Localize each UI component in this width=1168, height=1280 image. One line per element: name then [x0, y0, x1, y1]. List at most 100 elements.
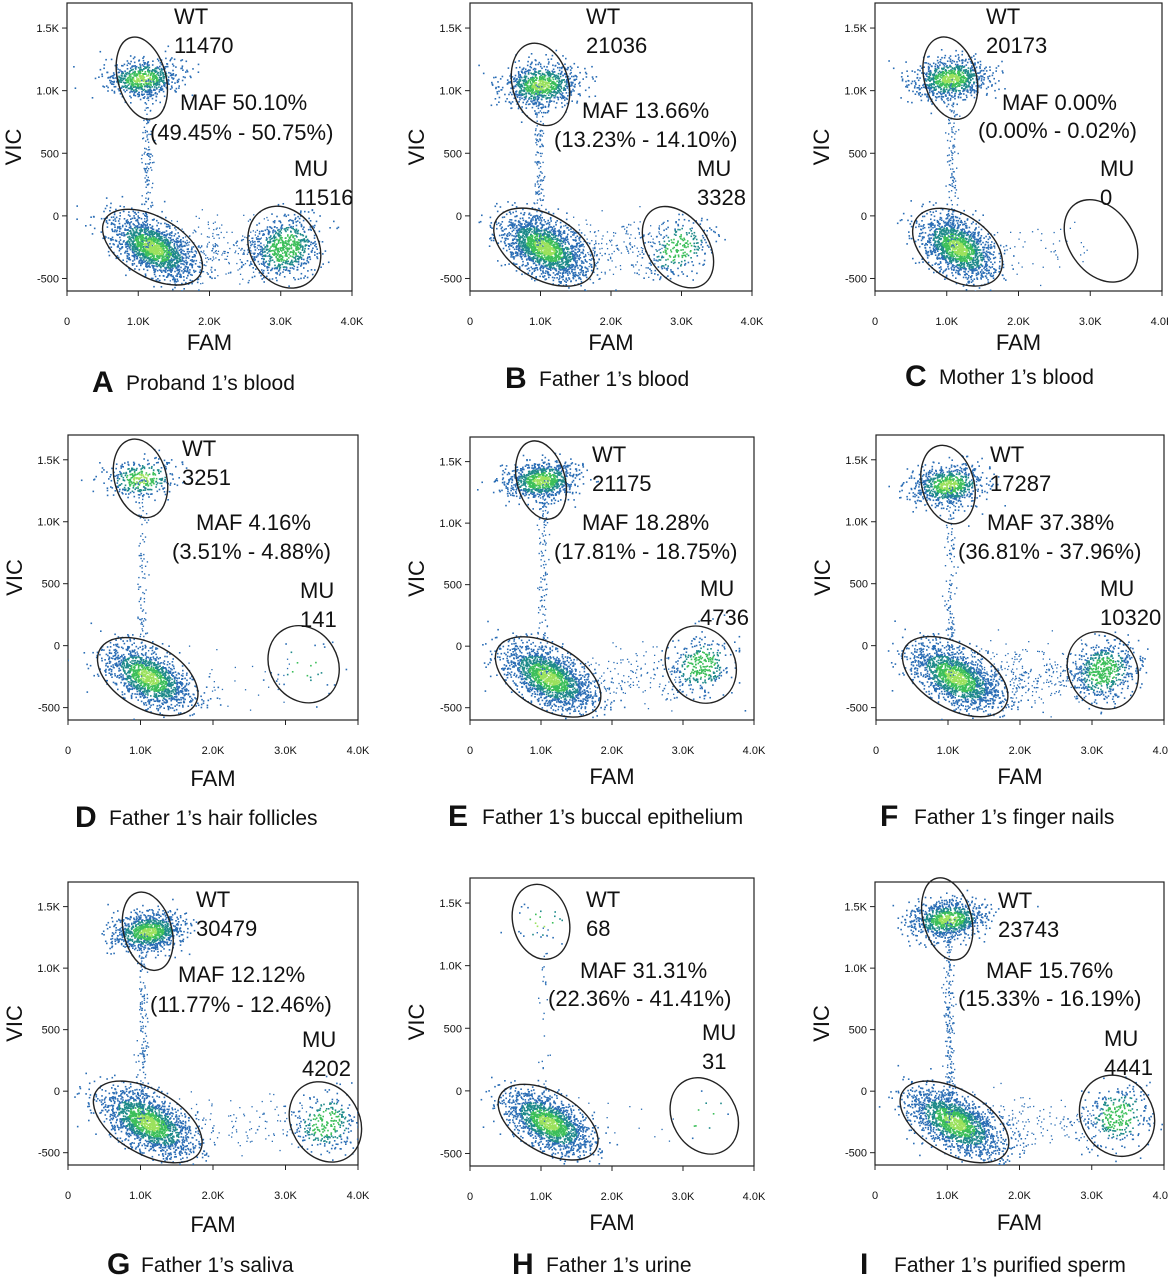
maf-value: MAF 12.12%: [178, 962, 305, 987]
mu-label: MU: [1100, 156, 1134, 181]
y-axis-label: VIC: [810, 559, 835, 596]
x-tick-label: 4.0K: [743, 1191, 766, 1203]
y-tick-label: 1.0K: [439, 518, 462, 530]
y-tick-label: 1.5K: [439, 457, 462, 469]
x-tick-label: 1.0K: [937, 745, 960, 757]
wt-count: 11470: [174, 33, 234, 58]
mu-count: 141: [300, 607, 337, 632]
x-tick-label: 4.0K: [347, 745, 370, 757]
panel-f: 0 1.0K 2.0K 3.0K 4.0K -500 0 500 1.0K 1.5K FAM VIC W…: [810, 434, 1168, 833]
x-tick-label: 3.0K: [1079, 316, 1102, 328]
panel-e: 0 1.0K 2.0K 3.0K 4.0K -500 0 500 1.0K 1.5K FAM VIC W…: [404, 436, 766, 833]
panel-caption: Father 1’s blood: [539, 368, 689, 391]
x-tick-label: 0: [872, 316, 878, 328]
panel-caption: Father 1’s hair follicles: [109, 807, 318, 830]
x-axis-label: FAM: [588, 330, 633, 355]
droplet-scatter: [878, 889, 1163, 1165]
y-tick-label: -500: [845, 273, 867, 285]
y-tick-label: -500: [440, 1148, 462, 1160]
mu-label: MU: [697, 156, 731, 181]
y-tick-label: 1.5K: [439, 23, 462, 35]
panel-letter: H: [512, 1248, 534, 1280]
mu-gate-ellipse: [641, 205, 715, 289]
y-tick-label: 0: [862, 641, 868, 653]
y-tick-label: 500: [850, 579, 868, 591]
y-tick-label: 0: [54, 1086, 60, 1098]
y-tick-label: 1.0K: [439, 86, 462, 98]
x-tick-label: 0: [65, 745, 71, 757]
mu-label: MU: [702, 1020, 736, 1045]
panel-d: 0 1.0K 2.0K 3.0K 4.0K -500 0 500 1.0K 1.5K FAM VIC W…: [2, 434, 370, 834]
y-tick-label: 500: [849, 148, 867, 160]
y-tick-label: 1.0K: [37, 963, 60, 975]
negative-gate-ellipse: [497, 1083, 599, 1161]
y-tick-label: 500: [444, 1023, 462, 1035]
panel-caption: Father 1’s urine: [546, 1254, 692, 1277]
x-tick-label: 4.0K: [1151, 316, 1168, 328]
mu-label: MU: [300, 578, 334, 603]
x-tick-label: 1.0K: [530, 745, 553, 757]
wt-gate-ellipse: [920, 444, 976, 525]
x-tick-label: 2.0K: [1009, 745, 1032, 757]
x-tick-label: 1.0K: [935, 316, 958, 328]
wt-label: WT: [592, 442, 626, 467]
wt-gate-ellipse: [115, 36, 169, 120]
droplet-scatter: [888, 49, 1088, 291]
negative-gate-ellipse: [911, 207, 1004, 287]
droplet-scatter: [68, 448, 348, 720]
mu-label: MU: [1104, 1026, 1138, 1051]
y-tick-label: 0: [861, 211, 867, 223]
maf-ci: (3.51% - 4.88%): [172, 539, 331, 564]
wt-count: 3251: [182, 465, 231, 490]
panel-letter: C: [905, 360, 927, 393]
y-tick-label: -500: [845, 1148, 867, 1160]
y-axis-label: VIC: [404, 560, 429, 597]
y-tick-label: 500: [42, 1025, 60, 1037]
wt-label: WT: [196, 887, 230, 912]
wt-gate-ellipse: [510, 42, 571, 127]
y-tick-label: -500: [440, 703, 462, 715]
y-tick-label: 0: [53, 211, 59, 223]
y-tick-label: 0: [456, 641, 462, 653]
x-tick-label: 4.0K: [341, 316, 364, 328]
wt-gate-ellipse: [920, 877, 974, 961]
mu-count: 4736: [700, 605, 749, 630]
wt-count: 17287: [990, 471, 1051, 496]
mu-gate-ellipse: [1078, 1074, 1156, 1158]
x-tick-label: 1.0K: [529, 316, 552, 328]
y-tick-label: 1.5K: [439, 898, 462, 910]
x-tick-label: 0: [64, 316, 70, 328]
y-tick-label: 1.5K: [844, 902, 867, 914]
mu-gate-ellipse: [664, 625, 738, 704]
negative-gate-ellipse: [494, 636, 602, 718]
x-tick-label: 0: [873, 745, 879, 757]
y-tick-label: 1.5K: [37, 902, 60, 914]
mu-gate-ellipse: [267, 624, 340, 704]
panel-caption: Father 1’s buccal epithelium: [482, 806, 743, 829]
y-tick-label: -500: [440, 273, 462, 285]
wt-count: 21036: [586, 33, 647, 58]
y-axis-label: VIC: [1, 129, 26, 166]
x-tick-label: 0: [467, 316, 473, 328]
maf-value: MAF 4.16%: [196, 510, 311, 535]
maf-ci: (15.33% - 16.19%): [958, 986, 1141, 1011]
x-tick-label: 2.0K: [202, 1190, 225, 1202]
plot-frame: [874, 881, 1165, 1166]
panel-i: 0 1.0K 2.0K 3.0K 4.0K -500 0 500 1.0K 1.5K FAM VIC W…: [809, 877, 1168, 1280]
maf-value: MAF 13.66%: [582, 98, 709, 123]
mu-gate-ellipse: [1063, 199, 1139, 283]
wt-label: WT: [998, 888, 1032, 913]
x-axis-label: FAM: [190, 1212, 235, 1237]
x-axis-label: FAM: [589, 764, 634, 789]
droplet-scatter: [73, 45, 340, 291]
maf-value: MAF 18.28%: [582, 510, 709, 535]
negative-gate-ellipse: [101, 208, 204, 286]
panel-letter: D: [75, 801, 97, 834]
y-axis-label: VIC: [809, 1005, 834, 1042]
x-tick-label: 3.0K: [274, 745, 297, 757]
y-tick-label: 1.5K: [37, 455, 60, 467]
y-tick-label: 1.0K: [844, 963, 867, 975]
panel-caption: Father 1’s purified sperm: [894, 1254, 1126, 1277]
x-tick-label: 2.0K: [601, 1191, 624, 1203]
negative-gate-ellipse: [899, 1080, 1010, 1164]
